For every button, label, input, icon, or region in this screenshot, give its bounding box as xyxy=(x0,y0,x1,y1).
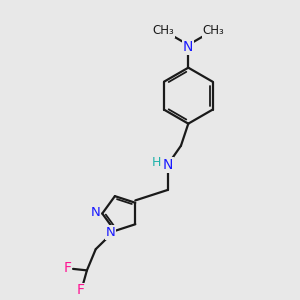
Text: N: N xyxy=(183,40,194,54)
Text: N: N xyxy=(91,206,101,218)
Text: N: N xyxy=(106,226,115,239)
Text: F: F xyxy=(64,261,72,275)
Text: CH₃: CH₃ xyxy=(202,24,224,38)
Text: CH₃: CH₃ xyxy=(152,24,174,38)
Text: H: H xyxy=(152,156,161,169)
Text: F: F xyxy=(76,284,84,297)
Text: N: N xyxy=(163,158,173,172)
